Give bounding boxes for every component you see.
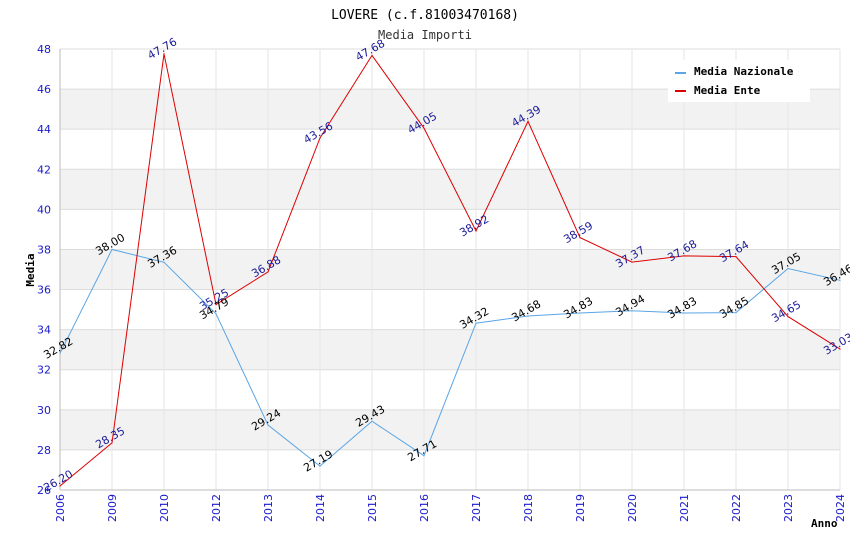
x-axis-label: Anno xyxy=(811,517,838,530)
plot-band xyxy=(60,129,840,170)
plot-band xyxy=(60,169,840,210)
data-point-media-ente xyxy=(735,256,737,258)
plot-band xyxy=(60,289,840,330)
data-point-media-ente xyxy=(215,303,217,306)
x-tick-label-2022: 2022 xyxy=(730,494,743,522)
series-line-media-ente xyxy=(59,53,841,487)
plot-band xyxy=(60,449,840,490)
data-point-media-ente xyxy=(787,316,789,318)
data-point-media-ente xyxy=(59,485,61,487)
data-point-media-nazionale xyxy=(163,261,165,263)
data-point-media-ente xyxy=(475,230,477,232)
x-tick-label-2017: 2017 xyxy=(470,494,483,522)
data-point-media-ente xyxy=(319,137,321,139)
plot-band xyxy=(60,329,840,370)
data-point-media-nazionale xyxy=(683,312,685,314)
y-tick-label: 42 xyxy=(37,163,51,176)
chart-title: LOVERE (c.f.81003470168) xyxy=(331,8,519,23)
x-tick-label-2018: 2018 xyxy=(522,494,535,522)
data-point-media-nazionale xyxy=(319,465,321,467)
data-point-media-nazionale xyxy=(215,313,217,315)
plot-band xyxy=(60,209,840,250)
data-point-media-nazionale xyxy=(839,279,841,281)
data-point-media-nazionale xyxy=(631,310,633,312)
y-tick-label: 38 xyxy=(37,243,51,256)
x-tick-label-2023: 2023 xyxy=(782,494,795,522)
data-point-media-ente xyxy=(423,127,425,129)
y-tick-label: 30 xyxy=(37,404,51,417)
x-tick-label-2010: 2010 xyxy=(158,494,171,522)
legend-box xyxy=(668,60,810,102)
data-point-media-nazionale xyxy=(267,424,269,426)
data-point-media-ente xyxy=(111,442,113,444)
data-point-media-ente xyxy=(267,271,269,273)
y-tick-label: 28 xyxy=(37,444,51,457)
x-tick-label-2024: 2024 xyxy=(834,494,847,522)
series-lines xyxy=(59,53,841,487)
data-point-media-ente xyxy=(579,237,581,239)
data-point-media-nazionale xyxy=(475,322,477,324)
x-tick-label-2012: 2012 xyxy=(210,494,223,522)
data-point-media-ente xyxy=(839,348,841,350)
chart-subtitle: Media Importi xyxy=(378,28,472,42)
data-point-media-nazionale xyxy=(423,455,425,457)
y-tick-label: 26 xyxy=(37,484,51,497)
data-point-media-ente xyxy=(527,120,529,122)
data-point-media-nazionale xyxy=(527,315,529,317)
x-tick-label-2013: 2013 xyxy=(262,494,275,522)
y-tick-label: 44 xyxy=(37,123,51,136)
x-axis-ticks: 2006 2009 2010 2012 2013 2014 2015 2016 2017 2018… xyxy=(54,494,847,522)
data-point-media-ente xyxy=(683,255,685,257)
y-tick-label: 36 xyxy=(37,284,51,297)
data-point-media-nazionale xyxy=(371,420,373,422)
y-axis-ticks: 26 28 30 32 34 36 38 40 42 44 46 48 xyxy=(37,43,51,497)
x-tick-label-2019: 2019 xyxy=(574,494,587,522)
axes xyxy=(59,49,840,491)
x-tick-label-2006: 2006 xyxy=(54,494,67,522)
legend: Media Nazionale Media Ente xyxy=(668,60,810,102)
data-point-media-ente xyxy=(371,54,373,57)
x-tick-label-2014: 2014 xyxy=(314,494,327,522)
x-tick-label-2021: 2021 xyxy=(678,494,691,522)
y-tick-label: 46 xyxy=(37,83,51,96)
data-point-media-nazionale xyxy=(111,248,113,251)
y-tick-label: 34 xyxy=(37,324,51,337)
x-tick-label-2009: 2009 xyxy=(106,494,119,522)
plot-band xyxy=(60,409,840,450)
data-point-media-nazionale xyxy=(735,311,737,314)
data-point-media-ente xyxy=(631,261,633,263)
y-tick-label: 40 xyxy=(37,203,51,216)
data-point-media-ente xyxy=(163,53,165,55)
x-tick-label-2016: 2016 xyxy=(418,494,431,522)
data-point-media-nazionale xyxy=(787,267,789,270)
legend-label-media-nazionale: Media Nazionale xyxy=(694,65,794,78)
plot-background xyxy=(60,49,840,490)
series-line-media-nazionale xyxy=(59,248,841,467)
x-tick-label-2020: 2020 xyxy=(626,494,639,522)
x-tick-label-2015: 2015 xyxy=(366,494,379,522)
data-point-media-nazionale xyxy=(59,352,61,354)
data-point-media-nazionale xyxy=(579,312,581,314)
y-tick-label: 32 xyxy=(37,364,51,377)
y-axis-label: Media xyxy=(24,253,37,286)
legend-label-media-ente: Media Ente xyxy=(694,84,761,97)
y-tick-label: 48 xyxy=(37,43,51,56)
